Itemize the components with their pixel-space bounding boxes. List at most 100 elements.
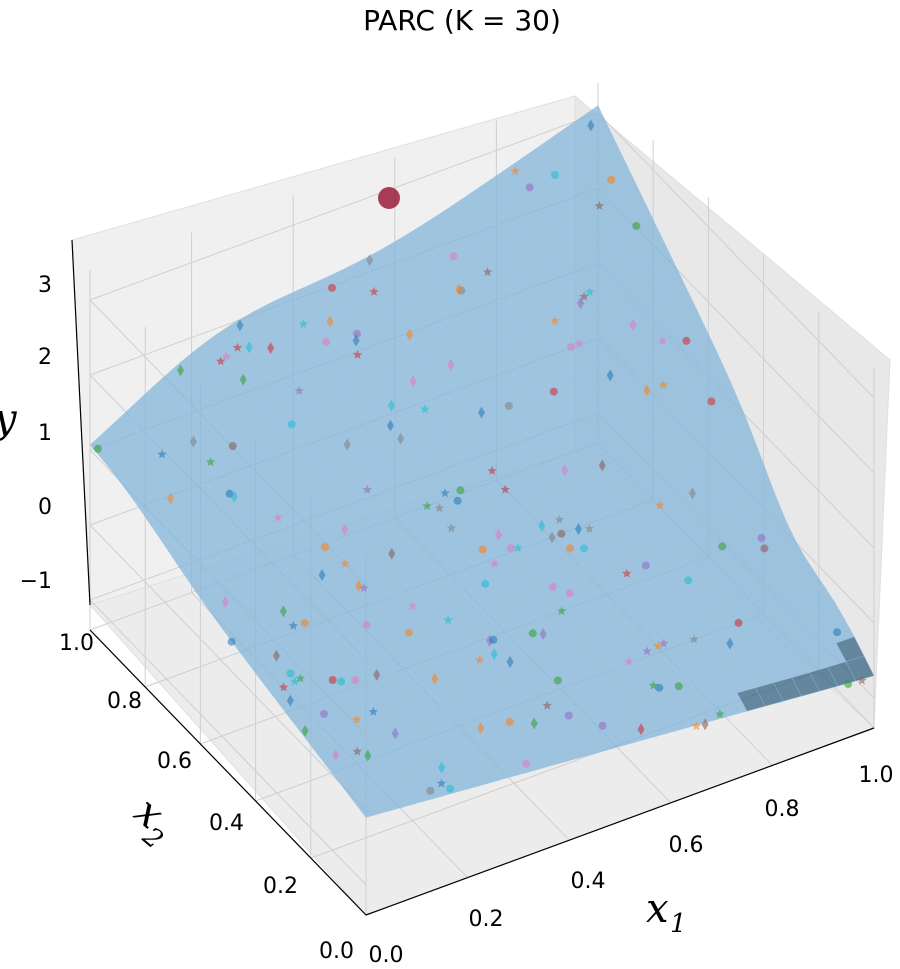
scatter-point <box>221 595 229 608</box>
scatter-point <box>565 589 574 598</box>
scatter-point <box>587 119 595 132</box>
scatter-point <box>477 722 485 735</box>
x1-tick-label: 0.6 <box>669 833 704 858</box>
scatter-point <box>341 523 349 536</box>
scatter-point <box>530 717 538 730</box>
z-axis-label: y <box>0 396 18 442</box>
scatter-point <box>718 542 727 551</box>
scatter-point <box>525 183 534 192</box>
scatter-point <box>300 619 309 627</box>
scatter-point <box>351 676 360 685</box>
z-axis-line <box>71 239 91 606</box>
wall-grid-line <box>597 112 875 399</box>
scatter-point <box>368 706 379 716</box>
scatter-point <box>288 620 298 630</box>
scatter-point <box>624 656 634 666</box>
scatter-point <box>580 544 588 553</box>
scatter-point <box>322 338 331 346</box>
x2-tick-label: 1.0 <box>59 631 94 656</box>
scatter-point <box>658 380 669 390</box>
scatter-point <box>369 286 379 296</box>
x2-tick-label: 0.8 <box>107 689 142 714</box>
x1-axis-label-main: x <box>646 886 669 932</box>
scatter-point <box>513 543 523 553</box>
scatter-point <box>561 464 569 477</box>
scatter-point <box>287 420 296 429</box>
scatter-point <box>760 544 769 553</box>
x2-tick-labels: 0.0 0.2 0.4 0.6 0.8 1.0 <box>59 631 354 964</box>
scatter-point <box>682 336 691 345</box>
scatter-point <box>230 490 238 503</box>
surface-facet <box>355 799 385 818</box>
scatter-point <box>548 531 556 544</box>
x1-axis-label: x 1 <box>646 886 687 939</box>
scatter-point <box>301 724 309 737</box>
scatter-point <box>500 484 510 494</box>
scatter-point <box>490 648 498 661</box>
scatter-point <box>232 342 243 352</box>
z-tick-label: 1 <box>38 421 52 446</box>
wall-grid-line <box>89 112 599 301</box>
scatter-point <box>629 319 637 332</box>
x1-tick-label: 0.2 <box>469 907 504 932</box>
scatter-point <box>528 629 537 638</box>
scatter-point <box>689 634 699 644</box>
scatter-point <box>298 319 309 329</box>
scatter-point <box>565 544 574 553</box>
scatter-point <box>550 171 559 179</box>
scatter-point <box>407 601 418 611</box>
scatter-point <box>364 749 372 762</box>
scatter-point <box>632 221 641 230</box>
scatter-point <box>404 628 413 637</box>
scatter-point <box>431 672 439 685</box>
scatter-point <box>584 287 595 296</box>
scatter-point <box>579 291 589 301</box>
scatter-points <box>93 119 867 795</box>
x2-tick-label: 0.4 <box>209 811 244 836</box>
scatter-point <box>286 694 294 707</box>
x2-axis-line <box>89 629 367 916</box>
scatter-point <box>637 723 645 736</box>
scatter-point <box>343 438 351 451</box>
scatter-point <box>584 523 595 533</box>
scatter-point <box>386 419 394 432</box>
wall-grid-line <box>89 599 367 886</box>
scatter-point <box>574 338 584 348</box>
scatter-point <box>391 727 399 740</box>
scatter-point <box>406 328 414 341</box>
scatter-point <box>353 329 361 338</box>
scatter-point <box>857 675 867 685</box>
scatter-point <box>221 351 232 361</box>
scatter-point <box>443 615 453 625</box>
scatter-point <box>290 676 300 686</box>
scatter-point <box>607 175 616 184</box>
wall-grid-line <box>89 524 367 811</box>
x1-tick-label: 0.4 <box>571 869 606 894</box>
x1-tick-labels: 0.0 0.2 0.4 0.6 0.8 1.0 <box>369 763 894 968</box>
scatter-point <box>434 503 445 513</box>
scatter-point <box>245 341 253 354</box>
scatter-point <box>684 576 693 585</box>
highlight-point <box>378 187 400 209</box>
scatter-point <box>548 582 557 591</box>
scatter-point <box>177 364 185 377</box>
scatter-point <box>482 267 493 277</box>
scatter-point <box>373 668 381 681</box>
scatter-point <box>550 315 560 325</box>
scatter-point <box>362 620 371 629</box>
scatter-point <box>216 356 226 366</box>
scatter-point <box>449 252 458 261</box>
z-tick-label: −1 <box>20 569 52 594</box>
scatter-point <box>481 579 490 588</box>
scatter-point <box>643 384 651 397</box>
scatter-point <box>655 500 665 510</box>
scatter-point <box>236 319 244 332</box>
scatter-point <box>239 373 247 386</box>
scatter-point <box>701 718 709 731</box>
scatter-point <box>757 533 766 542</box>
scatter-point <box>726 637 734 650</box>
scatter-point <box>642 646 652 656</box>
x2-tick-label: 0.2 <box>263 874 298 899</box>
scatter-point <box>478 545 487 554</box>
scatter-point <box>295 673 306 683</box>
